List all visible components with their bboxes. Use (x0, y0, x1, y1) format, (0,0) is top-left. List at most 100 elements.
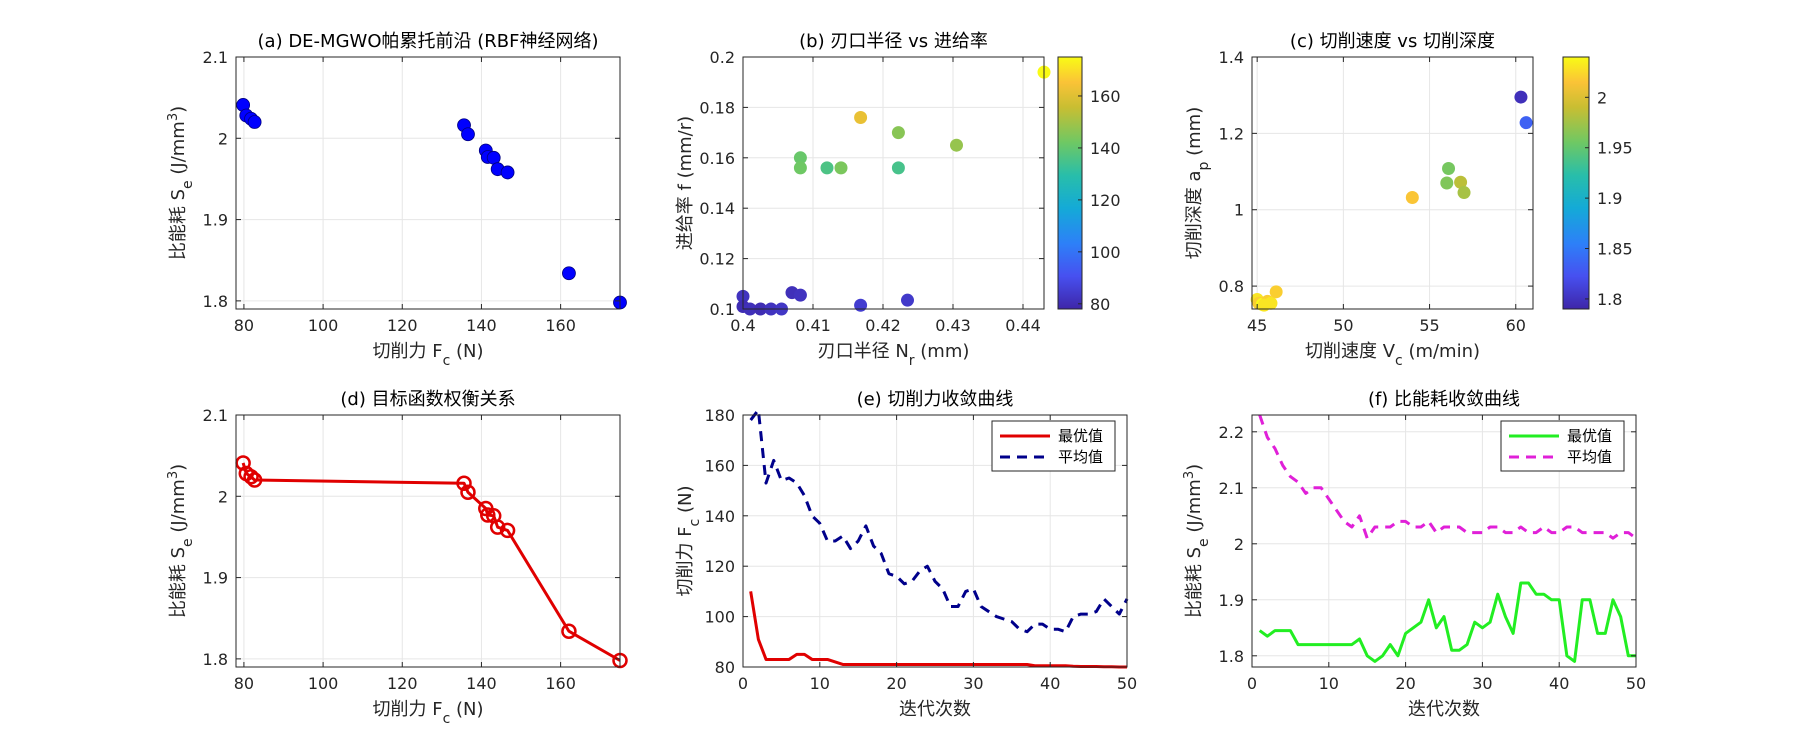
x-tick-label: 45 (1247, 316, 1267, 335)
colorbar: 80 100 120 140 160 (1057, 56, 1121, 314)
legend-label: 最优值 (1058, 427, 1103, 445)
data-point (500, 165, 515, 180)
data-point (1257, 298, 1271, 312)
colorbar-tick-label: 1.85 (1597, 240, 1633, 259)
x-axis-label: 切削力 Fc (N) (372, 699, 483, 727)
plot-area (1252, 57, 1533, 309)
y-tick-label: 100 (704, 608, 735, 627)
x-axis-label: 切削力 Fc (N) (372, 341, 483, 369)
subplot-d: 80 100 120 140 160 1.8 1.9 2 2.1 (d) 目标函数权衡关系切削力 … (166, 389, 628, 727)
x-tick-label: 40 (1040, 674, 1060, 693)
y-tick-label: 2.1 (203, 48, 228, 67)
x-tick-label: 50 (1626, 674, 1646, 693)
data-point (834, 161, 848, 175)
y-tick-label: 1.9 (203, 569, 228, 588)
subplot-e: 0 10 20 30 40 50 80 100 120 140 160 180 (e) 切削力收敛曲线迭… (675, 389, 1137, 720)
x-tick-label: 140 (466, 316, 497, 335)
chart-title: (c) 切削速度 vs 切削深度 (1290, 31, 1495, 52)
data-point (854, 298, 868, 312)
data-point (1514, 90, 1528, 104)
legend-box (991, 420, 1116, 472)
y-tick-label: 1.8 (203, 650, 228, 669)
data-marker (456, 475, 472, 492)
data-point (820, 161, 834, 175)
y-axis-label: 比能耗 Se (J/mm3) (166, 464, 197, 618)
chart-title: (e) 切削力收敛曲线 (857, 389, 1014, 410)
data-layer (235, 455, 628, 669)
y-tick-label: 0.18 (699, 98, 735, 117)
y-tick-label: 1.8 (203, 292, 228, 311)
series-line-mean (749, 408, 1129, 634)
y-tick-label: 2.2 (1219, 423, 1244, 442)
data-point (854, 110, 868, 124)
x-tick-label: 120 (387, 674, 418, 693)
x-tick-label: 160 (545, 674, 576, 693)
y-tick-label: 2 (1234, 535, 1244, 554)
x-tick-label: 50 (1333, 316, 1353, 335)
legend-label: 平均值 (1567, 448, 1612, 466)
chart-title: (f) 比能耗收敛曲线 (1368, 389, 1520, 410)
axes-box (1251, 414, 1637, 668)
colorbar-tick-label: 100 (1090, 243, 1121, 262)
data-marker (561, 623, 577, 639)
x-tick-label: 80 (234, 674, 254, 693)
plot-area (743, 57, 1044, 309)
data-point (901, 293, 914, 307)
data-point (891, 161, 905, 175)
colorbar-tick-label: 1.95 (1597, 139, 1633, 158)
data-point (247, 115, 262, 129)
x-axis-label: 迭代次数 (899, 699, 971, 720)
x-tick-label: 30 (1472, 674, 1492, 693)
data-point (461, 127, 475, 142)
data-point (1442, 161, 1456, 175)
x-tick-label: 60 (1506, 316, 1526, 335)
x-tick-label: 55 (1419, 316, 1439, 335)
legend-label: 平均值 (1058, 448, 1103, 466)
series-line-mean (1258, 414, 1637, 540)
y-tick-label: 0.16 (699, 149, 735, 168)
x-tick-label: 100 (308, 316, 339, 335)
data-marker (243, 469, 259, 485)
plot-area (236, 57, 620, 309)
colorbar-tick-label: 140 (1090, 139, 1121, 158)
data-point (1269, 285, 1283, 299)
data-layer (1258, 414, 1637, 663)
colorbar-gradient (1562, 56, 1590, 310)
data-point (1457, 186, 1471, 200)
subplot-b: 0.4 0.41 0.42 0.43 0.44 0.1 0.12 0.14 0.16 0.18 0.… (675, 31, 1121, 369)
y-tick-label: 1.4 (1219, 48, 1244, 67)
axes-box (235, 56, 621, 310)
data-marker (480, 507, 496, 523)
series-line-best (749, 591, 1127, 669)
x-tick-label: 10 (1319, 674, 1339, 693)
axes-box (1251, 56, 1534, 310)
chart-title: (b) 刃口半径 vs 进给率 (799, 31, 988, 52)
colorbar-tick-label: 160 (1090, 87, 1121, 106)
y-tick-label: 0.14 (699, 199, 735, 218)
y-tick-label: 2.1 (203, 406, 228, 425)
y-tick-label: 80 (715, 658, 735, 677)
x-tick-label: 50 (1117, 674, 1137, 693)
y-tick-label: 140 (704, 507, 735, 526)
y-axis-label: 切削深度 ap (mm) (1184, 107, 1212, 260)
data-layer (236, 98, 627, 310)
colorbar: 1.8 1.85 1.9 1.95 2 (1562, 56, 1633, 310)
plot-area (236, 415, 620, 667)
x-axis-label: 迭代次数 (1408, 699, 1480, 720)
chart-title: (d) 目标函数权衡关系 (340, 389, 515, 410)
colorbar-tick-label: 120 (1090, 191, 1121, 210)
data-layer (736, 65, 1051, 316)
data-marker (460, 484, 476, 500)
y-tick-label: 120 (704, 557, 735, 576)
y-tick-label: 2.1 (1219, 479, 1244, 498)
data-point (793, 151, 807, 165)
x-tick-label: 100 (308, 674, 339, 693)
x-tick-label: 0.43 (935, 316, 971, 335)
series-line-best (1258, 581, 1636, 663)
x-tick-label: 0.41 (795, 316, 831, 335)
subplot-a: 80 100 120 140 160 1.8 1.9 2 2.1 (a) DE-MGWO帕累托前沿… (166, 31, 627, 369)
x-tick-label: 0.4 (730, 316, 755, 335)
